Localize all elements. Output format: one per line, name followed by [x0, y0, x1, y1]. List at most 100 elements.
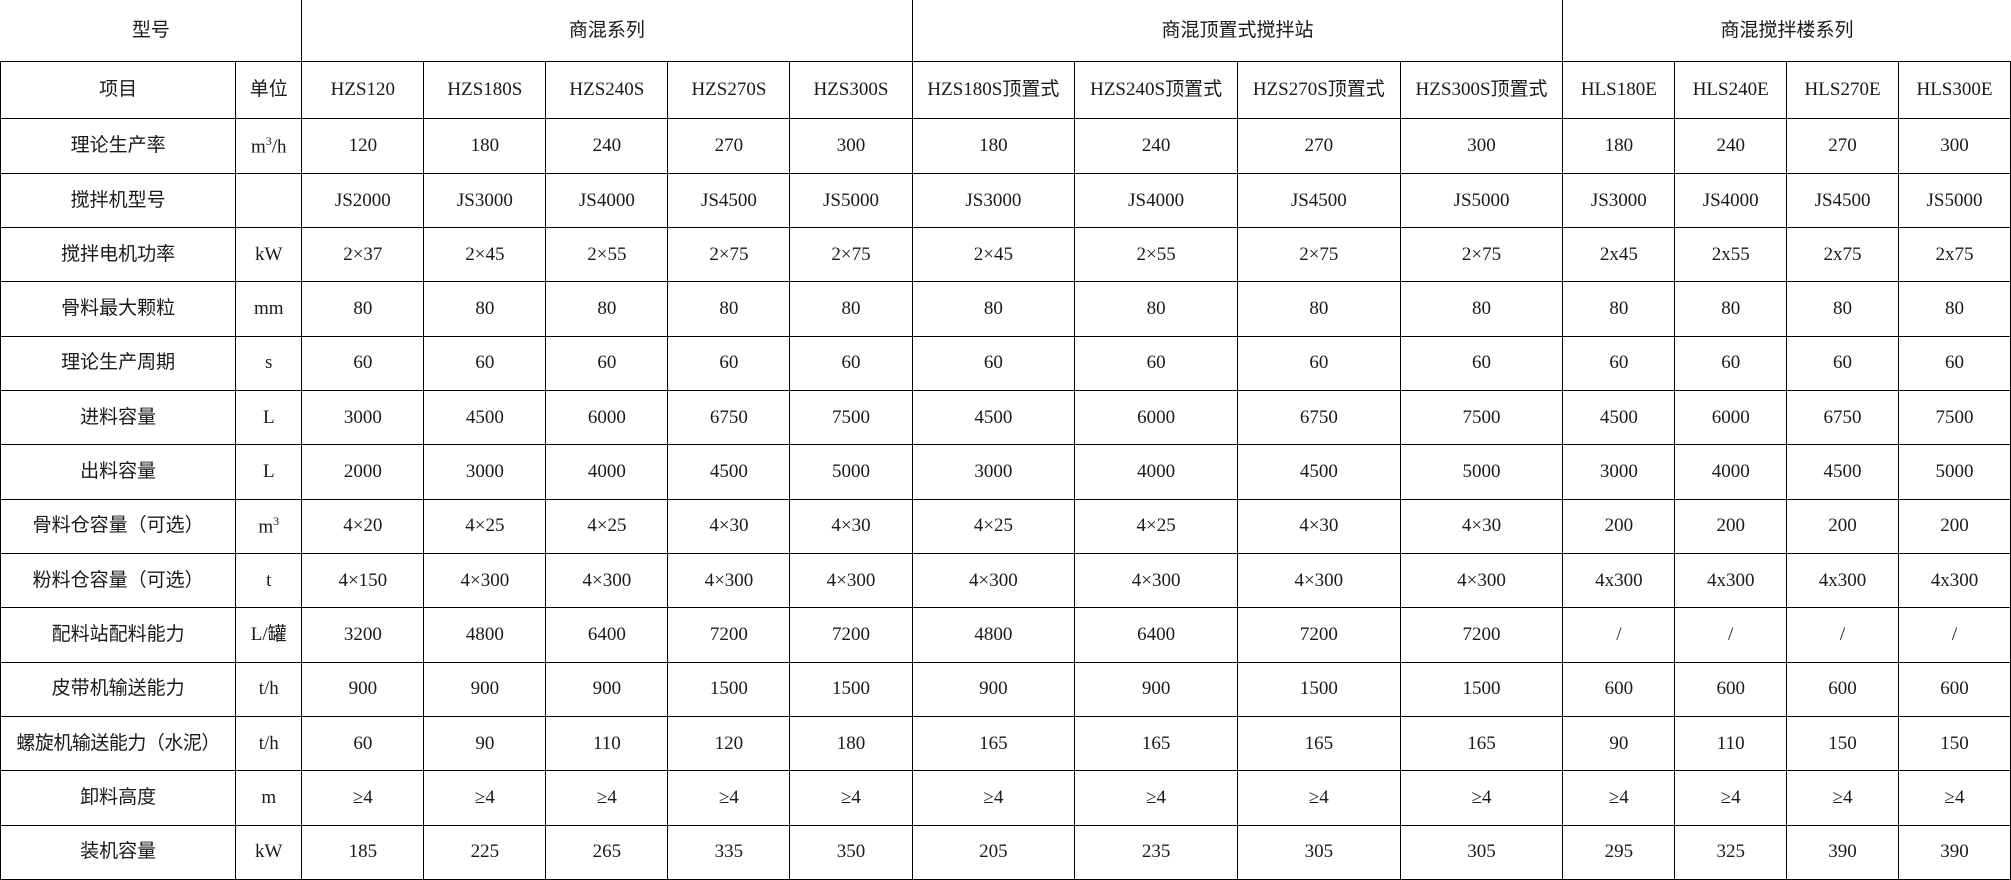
cell-HZS270S: 7200 [667, 607, 791, 663]
cell-HZS240S顶置式: 80 [1074, 281, 1238, 337]
row-label: 粉料仓容量（可选） [0, 552, 237, 609]
table-row: 螺旋机输送能力（水泥） t/h 60 90 110 120 180 165 165 165 165 9… [0, 715, 2011, 772]
table-row: 理论生产率 m3/h 120 180 240 270 300 180 240 270 300 180 2… [0, 118, 2011, 174]
cell-HZS240S顶置式: 2×55 [1074, 227, 1238, 283]
cell-HZS240S顶置式: 235 [1074, 824, 1238, 880]
cell-HZS270S: 80 [667, 281, 791, 337]
cell-HZS240S: 4×25 [545, 498, 669, 554]
cell-HZS180S: 4800 [423, 607, 547, 663]
cell-HLS300E: 150 [1897, 715, 2011, 772]
cell-HZS300S顶置式: 60 [1399, 335, 1564, 392]
cell-HZS120: 60 [301, 335, 425, 392]
cell-HZS270S顶置式: JS4500 [1236, 172, 1401, 229]
cell-HZS180S顶置式: 4500 [911, 390, 1076, 446]
cell-HZS120: 185 [301, 824, 425, 880]
header-model-HZS180S: HZS180S [423, 60, 547, 120]
cell-HZS240S: 110 [545, 715, 669, 772]
cell-HZS180S顶置式: 900 [911, 661, 1076, 717]
header-model-HZS240S: HZS240S [545, 60, 669, 120]
row-unit: m [235, 770, 303, 826]
cell-HZS180S顶置式: 205 [911, 824, 1076, 880]
cell-HZS180S: 4×25 [423, 498, 547, 554]
row-unit: m3/h [235, 118, 303, 174]
cell-HZS120: 4×150 [301, 552, 425, 609]
cell-HZS240S顶置式: ≥4 [1074, 770, 1238, 826]
cell-HLS240E: ≥4 [1674, 770, 1788, 826]
cell-HZS180S顶置式: 4800 [911, 607, 1076, 663]
cell-HLS270E: 200 [1786, 498, 1899, 554]
row-unit: t [235, 552, 303, 609]
row-unit: m3 [235, 498, 303, 554]
header-model-HZS300S顶置式: HZS300S顶置式 [1399, 60, 1564, 120]
header-model-HZS300S: HZS300S [789, 60, 913, 120]
cell-HLS300E: 600 [1897, 661, 2011, 717]
row-label: 进料容量 [0, 390, 237, 446]
cell-HLS240E: 4x300 [1674, 552, 1788, 609]
cell-HZS240S: ≥4 [545, 770, 669, 826]
cell-HZS300S顶置式: JS5000 [1399, 172, 1564, 229]
header-item: 项目 [0, 60, 237, 120]
table-row: 进料容量 L 3000 4500 6000 6750 7500 4500 6000 6750 750… [0, 390, 2011, 446]
row-unit: s [235, 335, 303, 392]
cell-HLS270E: 150 [1786, 715, 1899, 772]
cell-HLS180E: ≥4 [1562, 770, 1676, 826]
cell-HZS270S: 120 [667, 715, 791, 772]
cell-HZS300S顶置式: 7200 [1399, 607, 1564, 663]
cell-HZS270S顶置式: 165 [1236, 715, 1401, 772]
row-unit: L/罐 [235, 607, 303, 663]
cell-HZS270S顶置式: 270 [1236, 118, 1401, 174]
table-row: 搅拌电机功率 kW 2×37 2×45 2×55 2×75 2×75 2×45 2×55 2×75… [0, 227, 2011, 283]
cell-HZS120: 4×20 [301, 498, 425, 554]
row-label: 装机容量 [0, 824, 237, 880]
row-label: 配料站配料能力 [0, 607, 237, 663]
row-unit: mm [235, 281, 303, 337]
table-row: 皮带机输送能力 t/h 900 900 900 1500 1500 900 900 1500 150… [0, 661, 2011, 717]
cell-HZS270S: 4500 [667, 444, 791, 500]
cell-HZS270S顶置式: 4500 [1236, 444, 1401, 500]
cell-HZS300S: 5000 [789, 444, 913, 500]
cell-HZS180S顶置式: 4×300 [911, 552, 1076, 609]
cell-HZS180S: 180 [423, 118, 547, 174]
cell-HLS270E: JS4500 [1786, 172, 1899, 229]
row-label: 骨料仓容量（可选） [0, 498, 237, 554]
cell-HZS270S: 1500 [667, 661, 791, 717]
cell-HZS300S: ≥4 [789, 770, 913, 826]
cell-HLS270E: 6750 [1786, 390, 1899, 446]
cell-HZS300S: 350 [789, 824, 913, 880]
header-model-HLS180E: HLS180E [1562, 60, 1676, 120]
cell-HZS270S: 2×75 [667, 227, 791, 283]
row-label: 卸料高度 [0, 770, 237, 826]
cell-HZS300S: 180 [789, 715, 913, 772]
cell-HZS270S顶置式: 305 [1236, 824, 1401, 880]
cell-HZS120: 60 [301, 715, 425, 772]
header-model-HLS240E: HLS240E [1674, 60, 1788, 120]
cell-HLS300E: 5000 [1897, 444, 2011, 500]
cell-HLS240E: 325 [1674, 824, 1788, 880]
row-unit [235, 172, 303, 229]
cell-HZS180S顶置式: 80 [911, 281, 1076, 337]
table-row: 粉料仓容量（可选） t 4×150 4×300 4×300 4×300 4×300 4×300… [0, 552, 2011, 609]
row-label: 骨料最大颗粒 [0, 281, 237, 337]
header-unit: 单位 [235, 60, 303, 120]
header-model-HZS270S顶置式: HZS270S顶置式 [1236, 60, 1401, 120]
cell-HZS270S顶置式: ≥4 [1236, 770, 1401, 826]
cell-HZS120: 2×37 [301, 227, 425, 283]
cell-HZS270S顶置式: 4×30 [1236, 498, 1401, 554]
unit-tail: /h [271, 135, 287, 157]
cell-HZS180S: 2×45 [423, 227, 547, 283]
table-row: 卸料高度 m ≥4 ≥4 ≥4 ≥4 ≥4 ≥4 ≥4 ≥4 ≥4 ≥4 ≥4 ≥4 ≥4 [0, 770, 2011, 826]
cell-HZS300S顶置式: 1500 [1399, 661, 1564, 717]
cell-HLS240E: 6000 [1674, 390, 1788, 446]
cell-HZS180S顶置式: 180 [911, 118, 1076, 174]
row-label: 搅拌机型号 [0, 172, 237, 229]
table-row: 出料容量 L 2000 3000 4000 4500 5000 3000 4000 4500 500… [0, 444, 2011, 500]
table-row: 配料站配料能力 L/罐 3200 4800 6400 7200 7200 4800 6400 72… [0, 607, 2011, 663]
cell-HZS240S顶置式: 900 [1074, 661, 1238, 717]
cell-HZS240S顶置式: 165 [1074, 715, 1238, 772]
cell-HZS300S顶置式: 165 [1399, 715, 1564, 772]
cell-HZS300S: 80 [789, 281, 913, 337]
unit-base: m [250, 135, 266, 157]
cell-HZS300S顶置式: 300 [1399, 118, 1564, 174]
cell-HLS300E: 2x75 [1897, 227, 2011, 283]
cell-HZS240S: 2×55 [545, 227, 669, 283]
